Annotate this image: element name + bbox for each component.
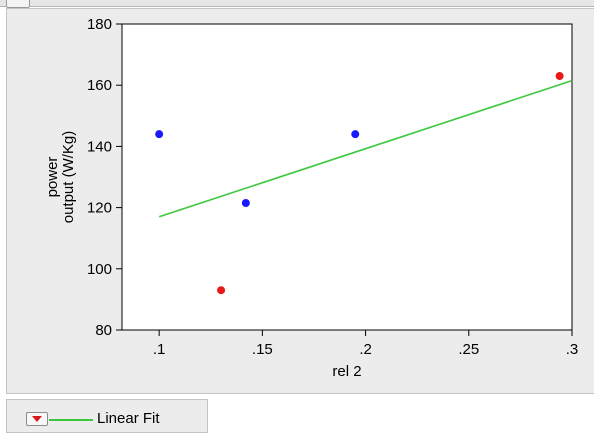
x-tick-label: .3: [566, 341, 579, 358]
data-point[interactable]: [241, 199, 250, 208]
triangle-down-icon: [32, 416, 42, 422]
y-tick-label: 80: [95, 322, 112, 339]
data-point[interactable]: [217, 286, 226, 295]
y-axis-label-line-2: output (W/Kg): [60, 131, 77, 224]
scatter-chart: 80 100 120 140 160 180 .1 .15 .2 .25 .3 power out…: [44, 16, 579, 380]
y-tick-label: 120: [87, 200, 112, 217]
x-tick-label: .25: [458, 341, 479, 358]
toolbar-toggle-button[interactable]: [6, 0, 30, 8]
chart-panel: 80 100 120 140 160 180 .1 .15 .2 .25 .3 power out…: [6, 8, 594, 394]
plot-area: [121, 23, 573, 331]
data-point[interactable]: [351, 130, 360, 139]
x-axis-label: rel 2: [332, 363, 361, 380]
x-tick-label: .1: [153, 341, 166, 358]
legend-line-swatch: [49, 419, 93, 421]
data-point[interactable]: [555, 72, 564, 81]
y-axis-label-line-1: power: [44, 157, 61, 198]
top-toolbar-strip: [0, 0, 594, 8]
y-tick-label: 180: [87, 16, 112, 33]
linear-fit-line: [158, 79, 573, 218]
y-tick-label: 100: [87, 261, 112, 278]
legend-label: Linear Fit: [97, 410, 160, 427]
x-tick-label: .2: [359, 341, 372, 358]
x-tick-label: .15: [252, 341, 273, 358]
legend-dropdown-button[interactable]: [26, 412, 48, 426]
y-tick-label: 140: [87, 138, 112, 155]
data-point[interactable]: [155, 130, 164, 139]
y-tick-label: 160: [87, 77, 112, 94]
